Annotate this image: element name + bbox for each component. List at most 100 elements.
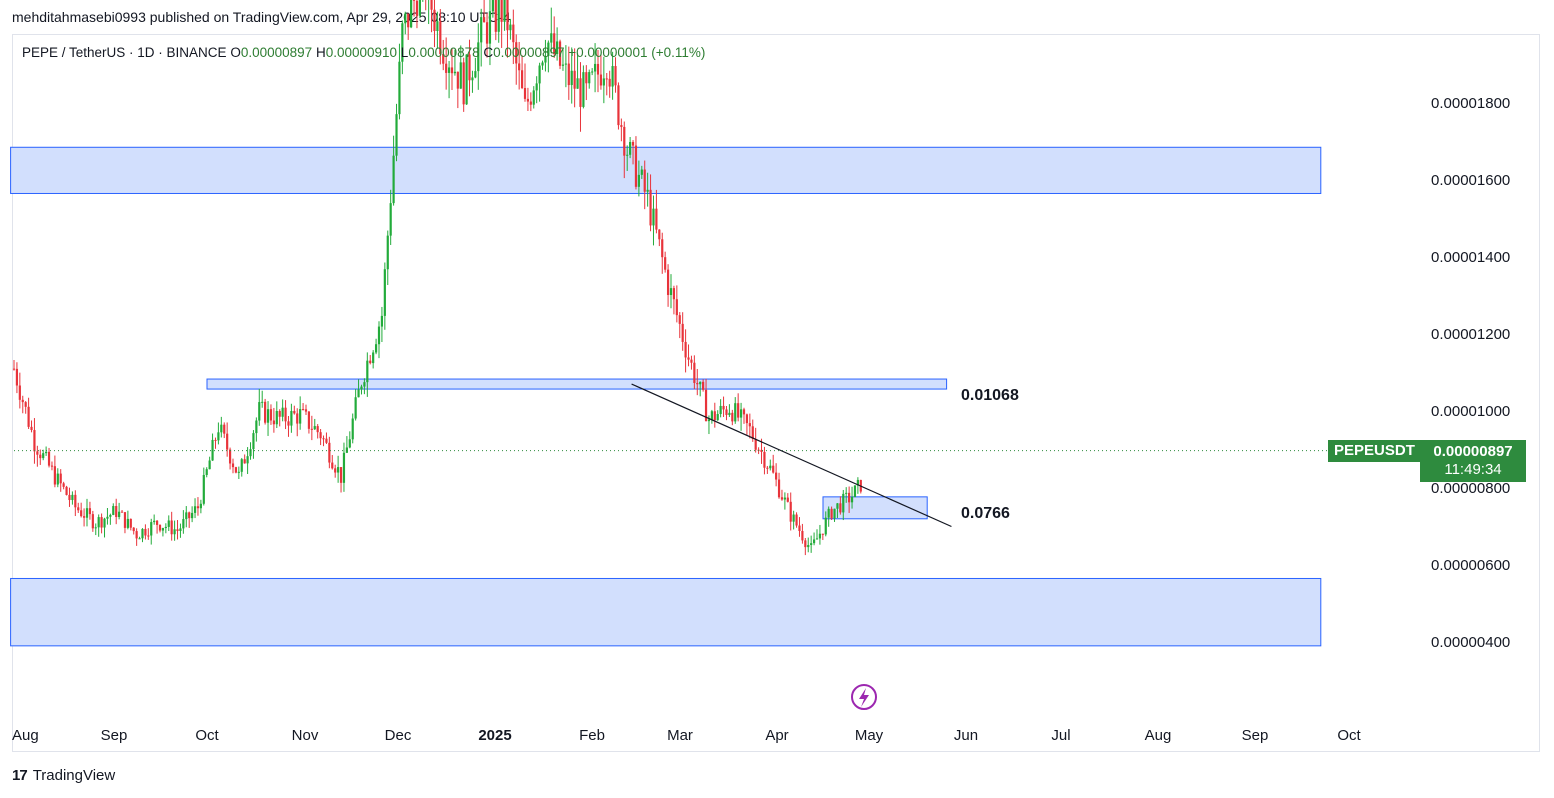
candle-body — [173, 529, 176, 535]
candle-body — [550, 33, 553, 43]
candle-body — [608, 78, 611, 87]
candle-body — [593, 63, 597, 72]
candle-body — [261, 401, 264, 403]
candle-body — [115, 506, 118, 518]
y-tick-label: 0.00001200 — [1431, 326, 1510, 343]
candle-body — [666, 269, 670, 296]
candle-body — [360, 386, 363, 390]
candle-body — [553, 33, 556, 54]
candle-body — [704, 389, 708, 422]
x-tick-label: Oct — [1337, 727, 1361, 744]
candle-body — [655, 208, 658, 230]
candle-body — [585, 72, 588, 84]
legend-high-label: H — [315, 45, 326, 60]
candle-body — [518, 63, 521, 71]
footer-brand[interactable]: TradingView — [32, 767, 116, 784]
candle-body — [780, 497, 784, 500]
zones-layer — [10, 146, 1322, 647]
candle-body — [24, 402, 27, 407]
candle-body — [795, 514, 798, 526]
candle-body — [202, 474, 205, 504]
candle-body — [316, 426, 319, 433]
candle-body — [179, 528, 182, 532]
candle-body — [658, 229, 661, 240]
chart-frame[interactable] — [12, 34, 1540, 752]
zone-box-3[interactable] — [10, 577, 1322, 647]
candle-body — [132, 527, 135, 532]
zone-box-0[interactable] — [10, 146, 1322, 194]
candle-body — [821, 533, 824, 535]
candle-body — [56, 473, 59, 485]
candle-body — [766, 467, 769, 469]
candle-body — [497, 0, 500, 32]
candle-body — [754, 438, 757, 450]
tradingview-logo-icon: 17 — [12, 767, 28, 784]
candle-body — [62, 483, 65, 487]
candle-body — [690, 359, 693, 363]
candle-body — [631, 141, 635, 146]
legend-close-label: C — [483, 45, 494, 60]
candle-body — [433, 9, 436, 32]
candle-body — [269, 409, 273, 421]
x-tick-label: Dec — [385, 727, 412, 744]
footer: 17 TradingView — [12, 767, 115, 784]
candle-body — [620, 125, 623, 127]
candle-body — [369, 360, 372, 364]
candle-body — [170, 520, 173, 535]
candle-body — [135, 531, 138, 539]
candle-body — [211, 439, 214, 461]
candle-body — [611, 66, 614, 87]
candle-body — [328, 442, 331, 463]
zone-box-1[interactable] — [206, 378, 948, 390]
candle-body — [626, 154, 629, 156]
candle-body — [182, 519, 185, 529]
candle-body — [82, 516, 86, 518]
candle-body — [94, 527, 97, 529]
candle-body — [442, 53, 445, 64]
candle-body — [617, 85, 620, 126]
candle-body — [488, 11, 492, 44]
candle-body — [293, 410, 296, 414]
candle-body — [474, 71, 477, 78]
candle-body — [199, 503, 202, 509]
candle-body — [284, 407, 287, 422]
candle-body — [220, 424, 223, 433]
candle-body — [363, 382, 366, 387]
candle-body — [299, 409, 302, 424]
candle-body — [415, 0, 419, 16]
candle-body — [465, 54, 468, 105]
candle-body — [109, 514, 112, 517]
candle-body — [243, 459, 246, 464]
candle-body — [588, 72, 591, 84]
candle-body — [100, 517, 103, 528]
candle-body — [290, 410, 293, 426]
candle-body — [576, 78, 579, 89]
candle-body — [228, 449, 232, 464]
candle-body — [313, 426, 316, 430]
legend-symbol[interactable]: PEPE / TetherUS · 1D · BINANCE — [22, 45, 227, 60]
candle-body — [591, 71, 594, 73]
zone-box-2[interactable] — [822, 496, 928, 520]
candle-body — [33, 430, 36, 452]
x-tick-label: Nov — [292, 727, 319, 744]
candle-body — [763, 451, 766, 468]
candle-body — [751, 426, 754, 439]
candle-body — [255, 420, 258, 434]
candle-body — [106, 516, 109, 519]
candle-body — [392, 155, 395, 204]
trendline[interactable] — [631, 383, 952, 528]
candle-body — [339, 467, 343, 483]
candle-body — [459, 62, 462, 89]
candle-body — [12, 368, 16, 370]
y-tick-label: 0.00001400 — [1431, 249, 1510, 266]
candle-body — [722, 405, 725, 410]
lightning-icon[interactable] — [851, 684, 877, 710]
lines-layer — [14, 383, 1420, 528]
candle-body — [526, 98, 530, 102]
candle-body — [839, 503, 842, 513]
candle-body — [112, 506, 115, 515]
candle-body — [848, 492, 851, 503]
y-tick-label: 0.00000800 — [1431, 480, 1510, 497]
candle-body — [643, 169, 646, 192]
